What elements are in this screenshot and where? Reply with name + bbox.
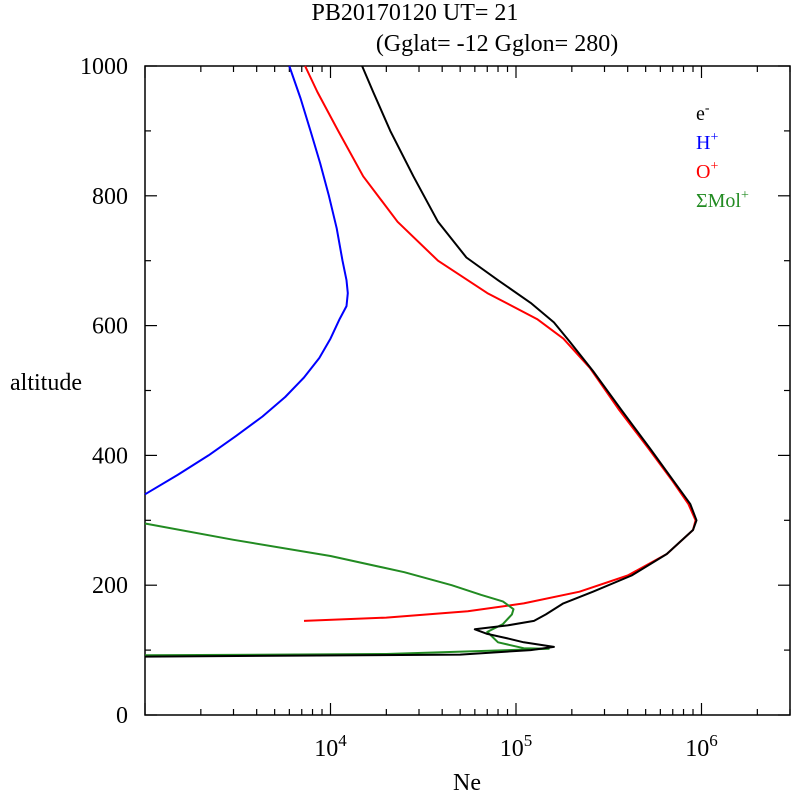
plot-frame xyxy=(144,65,791,716)
y-tick-label: 0 xyxy=(116,703,128,729)
x-tick-label: 106 xyxy=(685,731,718,762)
y-tick-label: 400 xyxy=(92,443,128,469)
y-tick-label: 200 xyxy=(92,573,128,599)
series-line-o xyxy=(303,65,697,622)
series-line-e- xyxy=(144,65,698,658)
axis-ticks xyxy=(144,65,791,716)
axis-tick-labels: 0 200 400 600 800 1000 104 105 106 xyxy=(80,54,718,762)
legend-entry: H+ xyxy=(696,130,718,154)
series-line-h xyxy=(144,65,349,496)
x-axis-label: Ne xyxy=(453,770,481,795)
y-tick-label: 600 xyxy=(92,314,128,340)
x-tick-label: 105 xyxy=(500,731,533,762)
chart-title-line2: (Gglat= -12 Gglon= 280) xyxy=(376,31,618,57)
chart-title-line1: PB20170120 UT= 21 xyxy=(312,0,519,26)
legend: e- H+ O+ ΣMol+ xyxy=(696,101,749,212)
series-line-sum-mol xyxy=(144,522,550,657)
y-tick-label: 1000 xyxy=(80,54,128,80)
chart-title: PB20170120 UT= 21 (Gglat= -12 Gglon= 280… xyxy=(312,0,619,57)
series-lines xyxy=(144,65,698,658)
legend-entry: ΣMol+ xyxy=(696,188,749,212)
y-tick-label: 800 xyxy=(92,184,128,210)
y-axis-label: altitude xyxy=(10,370,82,396)
legend-entry: O+ xyxy=(696,159,718,183)
legend-entry: e- xyxy=(696,101,710,125)
x-tick-label: 104 xyxy=(314,731,347,762)
